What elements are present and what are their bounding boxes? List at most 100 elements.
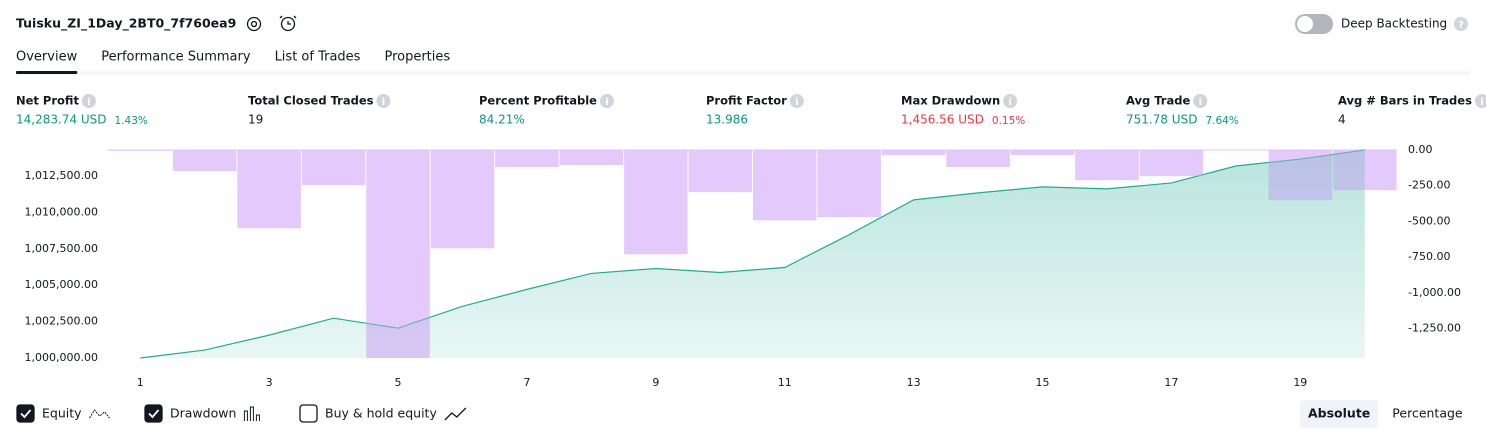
metric-label: Max Drawdown — [901, 94, 1000, 108]
x-tick-label: 3 — [266, 376, 273, 389]
y-tick-label: 1,010,000.00 — [25, 205, 98, 218]
metric-value: 14,283.74 USD — [16, 113, 107, 127]
drawdown-bar-overlay — [366, 150, 430, 358]
drawdown-bar-overlay — [1333, 150, 1397, 191]
drawdown-bar — [753, 150, 817, 221]
info-icon[interactable] — [1003, 94, 1018, 108]
y2-tick-label: -500.00 — [1408, 214, 1450, 227]
x-tick-label: 7 — [523, 376, 530, 389]
drawdown-bar — [430, 150, 495, 249]
info-mark: i — [87, 97, 90, 108]
metric-value: 751.78 USD — [1126, 113, 1197, 127]
equity-icon — [89, 409, 110, 419]
svg-text:?: ? — [1458, 20, 1464, 31]
y2-tick-label: -1,250.00 — [1408, 322, 1461, 335]
drawdown-bar-overlay — [172, 150, 237, 171]
x-tick-label: 13 — [907, 376, 921, 389]
drawdown-bar-overlay — [688, 150, 752, 193]
tab[interactable]: Properties — [384, 50, 450, 65]
y-tick-label: 1,007,500.00 — [25, 242, 98, 255]
info-mark: i — [1199, 97, 1202, 108]
drawdown-bar-overlay — [946, 150, 1010, 167]
drawdown-bar-overlay — [753, 150, 817, 221]
metric-percent: 0.15% — [992, 115, 1025, 127]
deep-backtesting-toggle[interactable] — [1295, 14, 1333, 34]
y-tick-label: 1,012,500.00 — [25, 169, 98, 182]
drawdown-bar — [1075, 150, 1139, 181]
drawdown-bar — [817, 150, 881, 218]
equity-line — [140, 149, 1365, 359]
tab[interactable]: Performance Summary — [101, 50, 251, 65]
y2-tick-label: -250.00 — [1408, 179, 1450, 192]
toggle-label: Deep Backtesting — [1341, 17, 1447, 31]
tabs: Overview Performance Summary List of Trade… — [16, 50, 450, 74]
settings-icon[interactable] — [246, 16, 262, 32]
tab[interactable]: List of Trades — [275, 50, 361, 65]
metric-label: Net Profit — [16, 94, 79, 108]
strategy-title: Tuisku_ZI_1Day_2BT0_7f760ea9 — [16, 16, 236, 32]
x-tick-label: 17 — [1164, 376, 1178, 389]
checkbox[interactable] — [16, 404, 35, 423]
y2-tick-label: -1,000.00 — [1408, 286, 1461, 299]
checkmark — [148, 409, 160, 419]
view-button[interactable]: Absolute — [1308, 406, 1370, 421]
metrics: Net Profit i 14,283.74 USD 1.43% Total Close… — [16, 94, 1486, 127]
info-mark: i — [795, 97, 798, 108]
drawdown-bar — [559, 150, 624, 165]
info-mark: i — [1480, 97, 1483, 108]
y2-tick-label: 0.00 — [1408, 143, 1433, 156]
info-icon[interactable] — [1193, 94, 1208, 108]
x-tick-label: 5 — [395, 376, 402, 389]
help-icon[interactable]: ? — [1454, 17, 1468, 31]
metric-percent: 7.64% — [1205, 115, 1238, 127]
alert-icon[interactable] — [279, 15, 297, 32]
legend-label: Equity — [42, 406, 82, 421]
drawdown-bar — [624, 150, 688, 255]
y2-tick-label: -750.00 — [1408, 250, 1450, 263]
drawdown-bar — [1010, 150, 1075, 155]
drawdown-bar-overlay — [237, 150, 301, 229]
info-mark: i — [605, 97, 608, 108]
buyhold-icon — [444, 407, 467, 421]
metric-value: 13.986 — [706, 113, 748, 127]
checkbox[interactable] — [144, 404, 163, 423]
drawdown-bar-overlay — [624, 150, 688, 255]
drawdown-bar — [1139, 150, 1204, 177]
x-tick-label: 1 — [137, 376, 144, 389]
info-mark: i — [1008, 97, 1011, 108]
info-icon[interactable] — [599, 94, 614, 108]
drawdown-bar-overlay — [1075, 150, 1139, 181]
metric-label: Avg Trade — [1126, 94, 1190, 108]
info-mark: i — [382, 97, 385, 108]
info-icon[interactable] — [376, 94, 391, 108]
equity-area — [140, 150, 1365, 358]
drawdown-bar — [881, 150, 946, 155]
drawdown-bar — [172, 150, 237, 171]
info-icon[interactable] — [1474, 94, 1486, 108]
x-tick-label: 15 — [1036, 376, 1050, 389]
checkmark — [20, 409, 32, 419]
drawdown-bar-overlay — [1139, 150, 1204, 177]
drawdown-bar — [108, 150, 172, 151]
y-tick-label: 1,005,000.00 — [25, 278, 98, 291]
y-tick-label: 1,002,500.00 — [25, 315, 98, 328]
drawdown-bar — [301, 150, 366, 186]
legend-label: Buy & hold equity — [325, 406, 437, 421]
metric-value: 4 — [1338, 113, 1346, 127]
drawdown-bar-overlay — [301, 150, 366, 186]
tab[interactable]: Overview — [16, 50, 78, 65]
info-icon[interactable] — [789, 94, 804, 108]
drawdown-bar — [495, 150, 559, 167]
x-tick-label: 9 — [652, 376, 659, 389]
checkbox[interactable] — [299, 404, 318, 423]
info-icon[interactable] — [81, 94, 96, 108]
chart: 1,000,000.00 1,002,500.00 1,005,000.00 1,00… — [25, 143, 1461, 389]
x-tick-label: 19 — [1293, 376, 1307, 389]
drawdown-bar-overlay — [495, 150, 559, 167]
drawdown-bar — [688, 150, 752, 193]
metric-value: 84.21% — [479, 113, 525, 127]
view-button[interactable]: Percentage — [1392, 406, 1463, 421]
drawdown-bar-overlay — [559, 150, 624, 165]
drawdown-bar-overlay — [817, 150, 881, 218]
